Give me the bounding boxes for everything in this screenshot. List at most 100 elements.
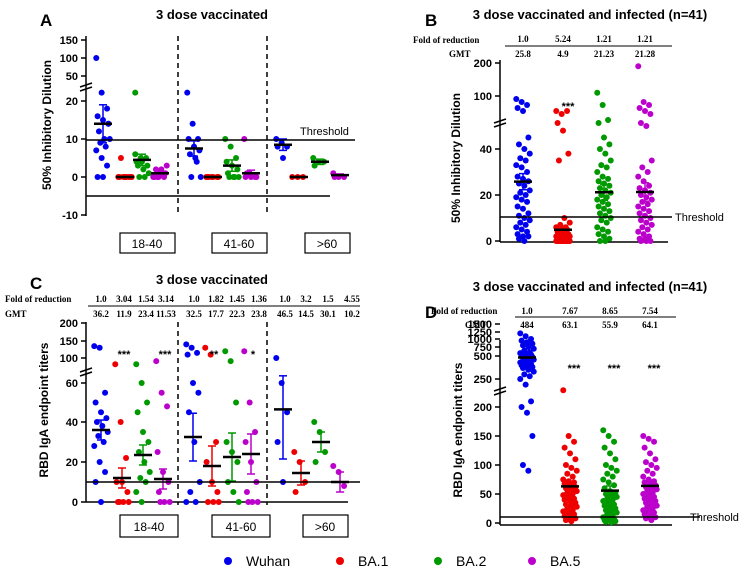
panel-d-point — [652, 497, 659, 504]
panel-b-point — [514, 203, 521, 210]
panel-d-point — [604, 470, 611, 477]
panel-d-y-tick-label: 100 — [474, 460, 492, 472]
panel-d-point — [611, 438, 618, 445]
panel-d-point — [525, 366, 532, 373]
panel-c-point — [213, 439, 220, 445]
panel-c-gmt-label: GMT — [5, 309, 27, 319]
panel-b-point — [637, 238, 644, 244]
panel-d-letter: D — [425, 303, 437, 322]
panel-c-fold-value: 3.2 — [300, 294, 312, 304]
panel-d-point — [569, 473, 576, 480]
panel-b-point — [595, 203, 602, 210]
panel-c-gmt-value: 32.5 — [186, 309, 202, 319]
panel-c-point — [185, 409, 192, 416]
panel-b-point — [566, 219, 573, 226]
panel-d-point — [612, 456, 619, 463]
panel-c-point — [144, 399, 151, 406]
panel-d-point — [605, 433, 612, 439]
panel-a-point — [144, 162, 151, 169]
panel-c-fold-value: 3.04 — [116, 294, 132, 304]
panel-b-point — [525, 233, 532, 240]
panel-d-point — [528, 398, 535, 405]
legend-marker-ba5 — [528, 557, 536, 565]
panel-d-point — [605, 479, 612, 486]
panel-a-point — [94, 174, 101, 180]
panel-d-gmt-value: 484 — [520, 320, 534, 330]
panel-b: B 3 dose vaccinated and infected (n=41) … — [413, 7, 724, 248]
panel-c-point — [215, 499, 222, 505]
panel-d-point — [560, 508, 567, 515]
panel-b-point — [607, 157, 614, 164]
panel-c-y-tick-label: 100 — [60, 353, 78, 365]
panel-c-fold-value: 1.5 — [322, 294, 334, 304]
panel-c-point — [183, 499, 190, 505]
panel-d-y-label: RBD IgA endpoint titers — [451, 362, 465, 497]
panel-a-point — [310, 155, 317, 161]
panel-b-point — [558, 111, 565, 117]
panel-c-point — [134, 409, 141, 416]
panel-b-point — [599, 102, 606, 108]
panel-b-gmt-label: GMT — [449, 49, 471, 59]
panel-d-point — [529, 340, 536, 347]
panel-b-point — [648, 196, 655, 203]
panel-d-point — [529, 433, 536, 439]
panel-b-point — [555, 238, 562, 244]
panel-b-point — [596, 210, 603, 217]
panel-b-gmt-value: 25.8 — [515, 49, 531, 59]
panel-c-point — [116, 499, 123, 505]
panel-b-point — [595, 178, 602, 185]
panel-d-point — [600, 497, 607, 504]
panel-a-point — [98, 89, 105, 96]
panel-d-point — [560, 387, 567, 394]
panel-c-significance: * — [251, 349, 256, 361]
panel-c-point — [137, 475, 144, 481]
panel-b-point — [518, 196, 525, 203]
panel-d-point — [572, 456, 579, 463]
panel-b-point — [595, 231, 602, 238]
panel-b-gmt-value: 21.23 — [594, 49, 615, 59]
panel-c-fold-value: 3.14 — [158, 294, 174, 304]
panel-d-point — [526, 373, 533, 380]
panel-b-point — [524, 228, 531, 235]
panel-d-point — [647, 450, 653, 457]
panel-d-point — [530, 345, 537, 352]
panel-c-fold-value: 1.36 — [251, 294, 267, 304]
panel-c-point — [124, 489, 131, 495]
panel-c-point — [92, 399, 99, 406]
panel-c-point — [223, 439, 230, 445]
panel-c-point — [242, 439, 249, 445]
panel-a-letter: A — [40, 11, 52, 30]
panel-c-point — [210, 499, 217, 505]
panel-a-y-tick-label: 100 — [60, 53, 78, 65]
panel-b-threshold-label: Threshold — [675, 212, 724, 224]
panel-d-gmt-value: 64.1 — [642, 320, 658, 330]
panel-d-point — [567, 450, 573, 457]
panel-d-y-tick-label: 1250 — [468, 327, 492, 339]
panel-d-point — [608, 464, 615, 471]
panel-d-point — [561, 496, 568, 503]
panel-c-point — [190, 380, 196, 386]
panel-d-fold-value: 1.0 — [521, 306, 533, 316]
panel-c-fold-value: 1.0 — [95, 294, 107, 304]
panel-b-point — [603, 164, 610, 171]
panel-c-gmt-value: 46.5 — [277, 309, 293, 319]
panel-d-point — [640, 433, 647, 439]
panel-b-point — [518, 226, 525, 233]
panel-b-point — [647, 215, 654, 221]
panel-b-point — [639, 164, 646, 171]
panel-d-y-tick-label: 500 — [474, 351, 492, 363]
panel-d-fold-value: 7.54 — [642, 306, 658, 316]
panel-b-point — [526, 217, 533, 224]
panel-c-point — [91, 443, 98, 449]
panel-a-point — [132, 89, 139, 96]
panel-b-y-tick-label: 100 — [474, 91, 492, 103]
panel-b-point — [644, 169, 651, 175]
panel-c-y-tick-label: 60 — [66, 378, 78, 390]
panel-c-point — [102, 469, 109, 475]
panel-b-point — [514, 105, 521, 111]
panel-b-point — [646, 208, 653, 215]
panel-c-gmt-value: 14.5 — [298, 309, 314, 319]
legend-marker-wuhan — [224, 557, 232, 565]
panel-a-point — [152, 166, 159, 173]
